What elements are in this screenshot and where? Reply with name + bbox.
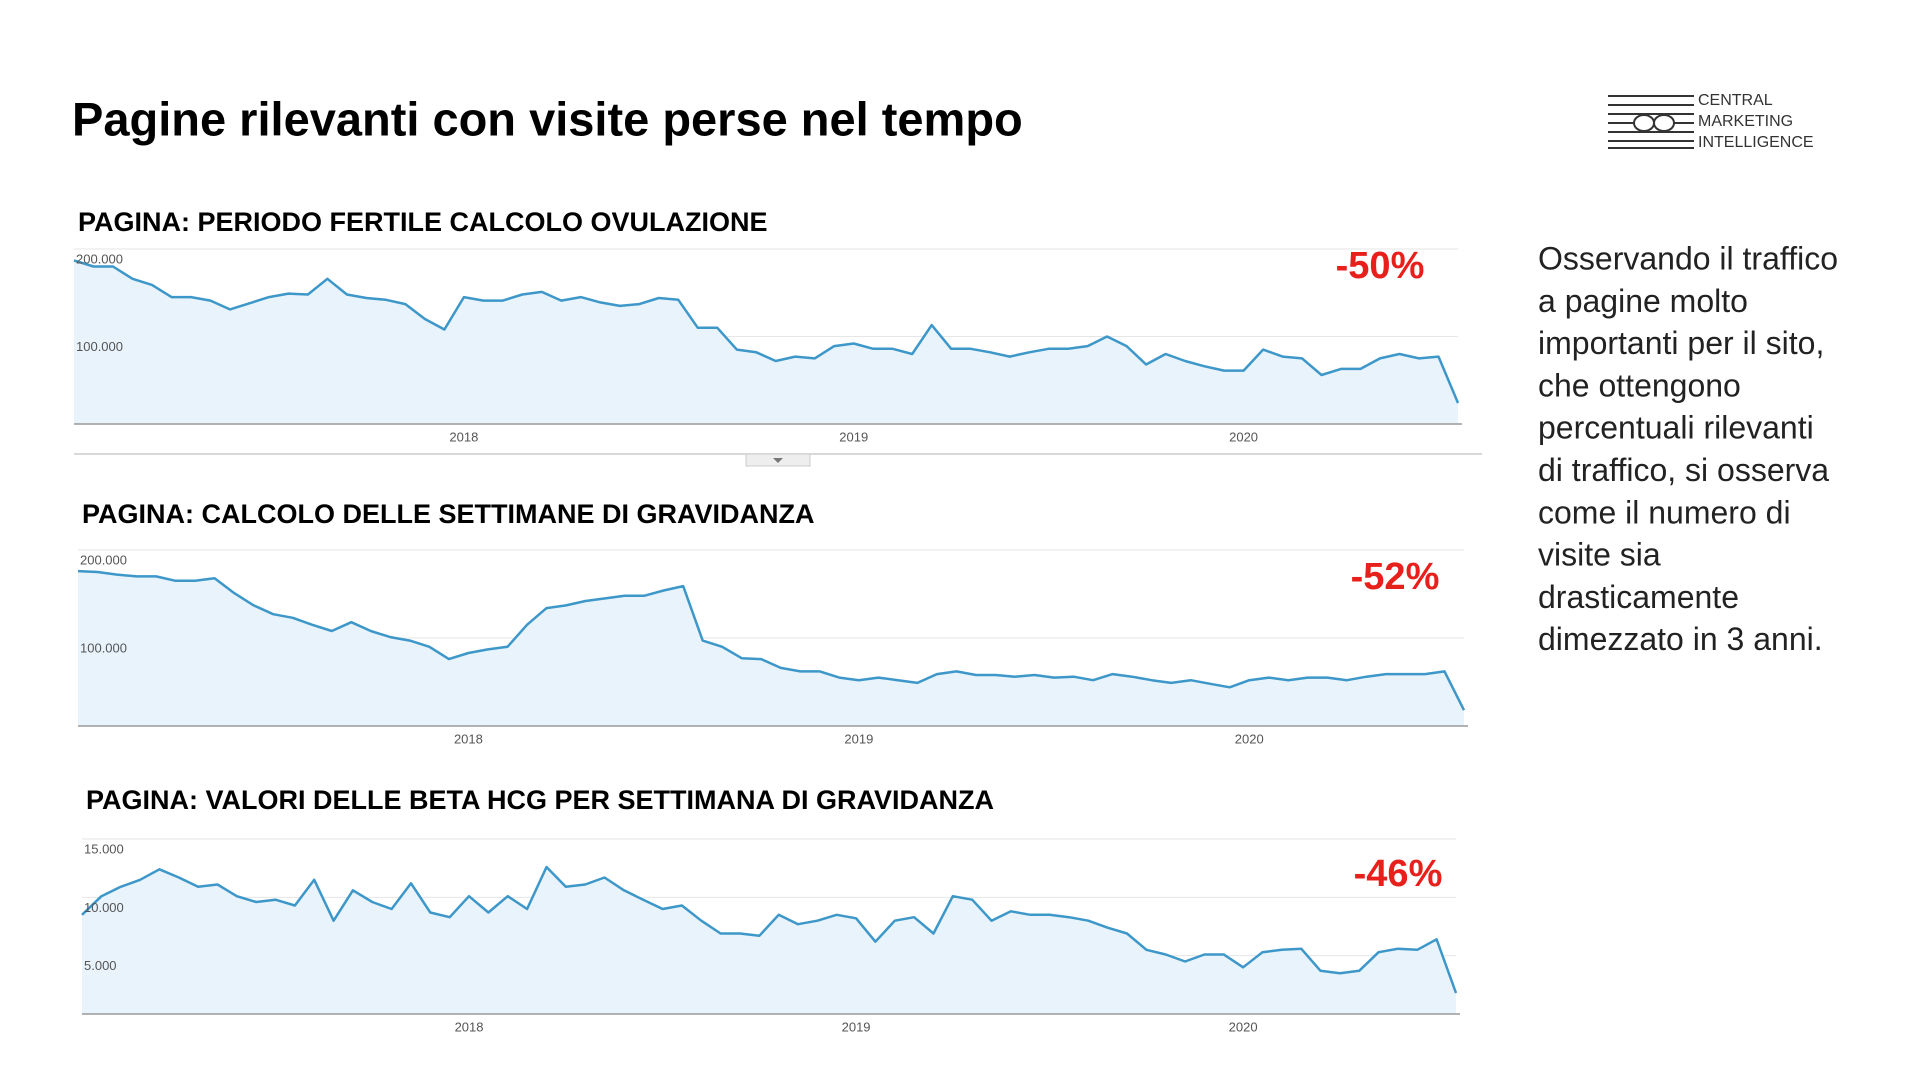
body-text: visite sia	[1538, 537, 1661, 573]
body-text: a pagine molto	[1538, 283, 1748, 319]
logo	[1608, 95, 1694, 149]
body-text: percentuali rilevanti	[1538, 410, 1814, 446]
y-tick-label: 100.000	[80, 640, 127, 655]
x-tick-label: 2018	[449, 429, 478, 444]
line	[77, 569, 1466, 711]
x-tick-label: 2019	[844, 731, 873, 746]
x-tick-label: 2018	[455, 1019, 484, 1034]
y-tick-label: 10.000	[84, 900, 124, 915]
slide-title: Pagine rilevanti con visite perse nel te…	[72, 92, 1023, 145]
logo-text: INTELLIGENCE	[1698, 134, 1814, 151]
body-text: importanti per il sito,	[1538, 325, 1824, 361]
y-tick-label: 100.000	[76, 339, 123, 354]
y-tick-label: 5.000	[84, 958, 117, 973]
annotation: -50%	[1336, 245, 1425, 287]
chart-title: PAGINA: VALORI DELLE BETA HCG PER SETTIM…	[86, 785, 994, 815]
area	[74, 260, 1458, 424]
logo-text: CENTRAL	[1698, 92, 1773, 109]
body-text: come il numero di	[1538, 494, 1791, 530]
body-text: di traffico, si osserva	[1538, 452, 1829, 488]
line	[81, 865, 1458, 994]
x-tick-label: 2020	[1229, 1019, 1258, 1034]
area	[82, 867, 1456, 1014]
annotation: -46%	[1354, 853, 1443, 895]
x-tick-label: 2020	[1235, 731, 1264, 746]
x-tick-label: 2019	[842, 1019, 871, 1034]
logo-text: MARKETING	[1698, 113, 1793, 130]
chart-title: PAGINA: PERIODO FERTILE CALCOLO OVULAZIO…	[78, 207, 768, 237]
expand-arrow	[773, 458, 783, 463]
body-text: che ottengono	[1538, 367, 1741, 403]
y-tick-label: 200.000	[76, 251, 123, 266]
body-text: dimezzato in 3 anni.	[1538, 621, 1823, 657]
y-tick-label: 200.000	[80, 552, 127, 567]
body-text: drasticamente	[1538, 579, 1739, 615]
chart-title: PAGINA: CALCOLO DELLE SETTIMANE DI GRAVI…	[82, 499, 814, 529]
area	[78, 571, 1464, 726]
line	[73, 259, 1460, 404]
x-tick-label: 2018	[454, 731, 483, 746]
x-tick-label: 2019	[839, 429, 868, 444]
body-text: Osservando il traffico	[1538, 240, 1838, 276]
y-tick-label: 15.000	[84, 841, 124, 856]
x-tick-label: 2020	[1229, 429, 1258, 444]
annotation: -52%	[1351, 556, 1440, 598]
